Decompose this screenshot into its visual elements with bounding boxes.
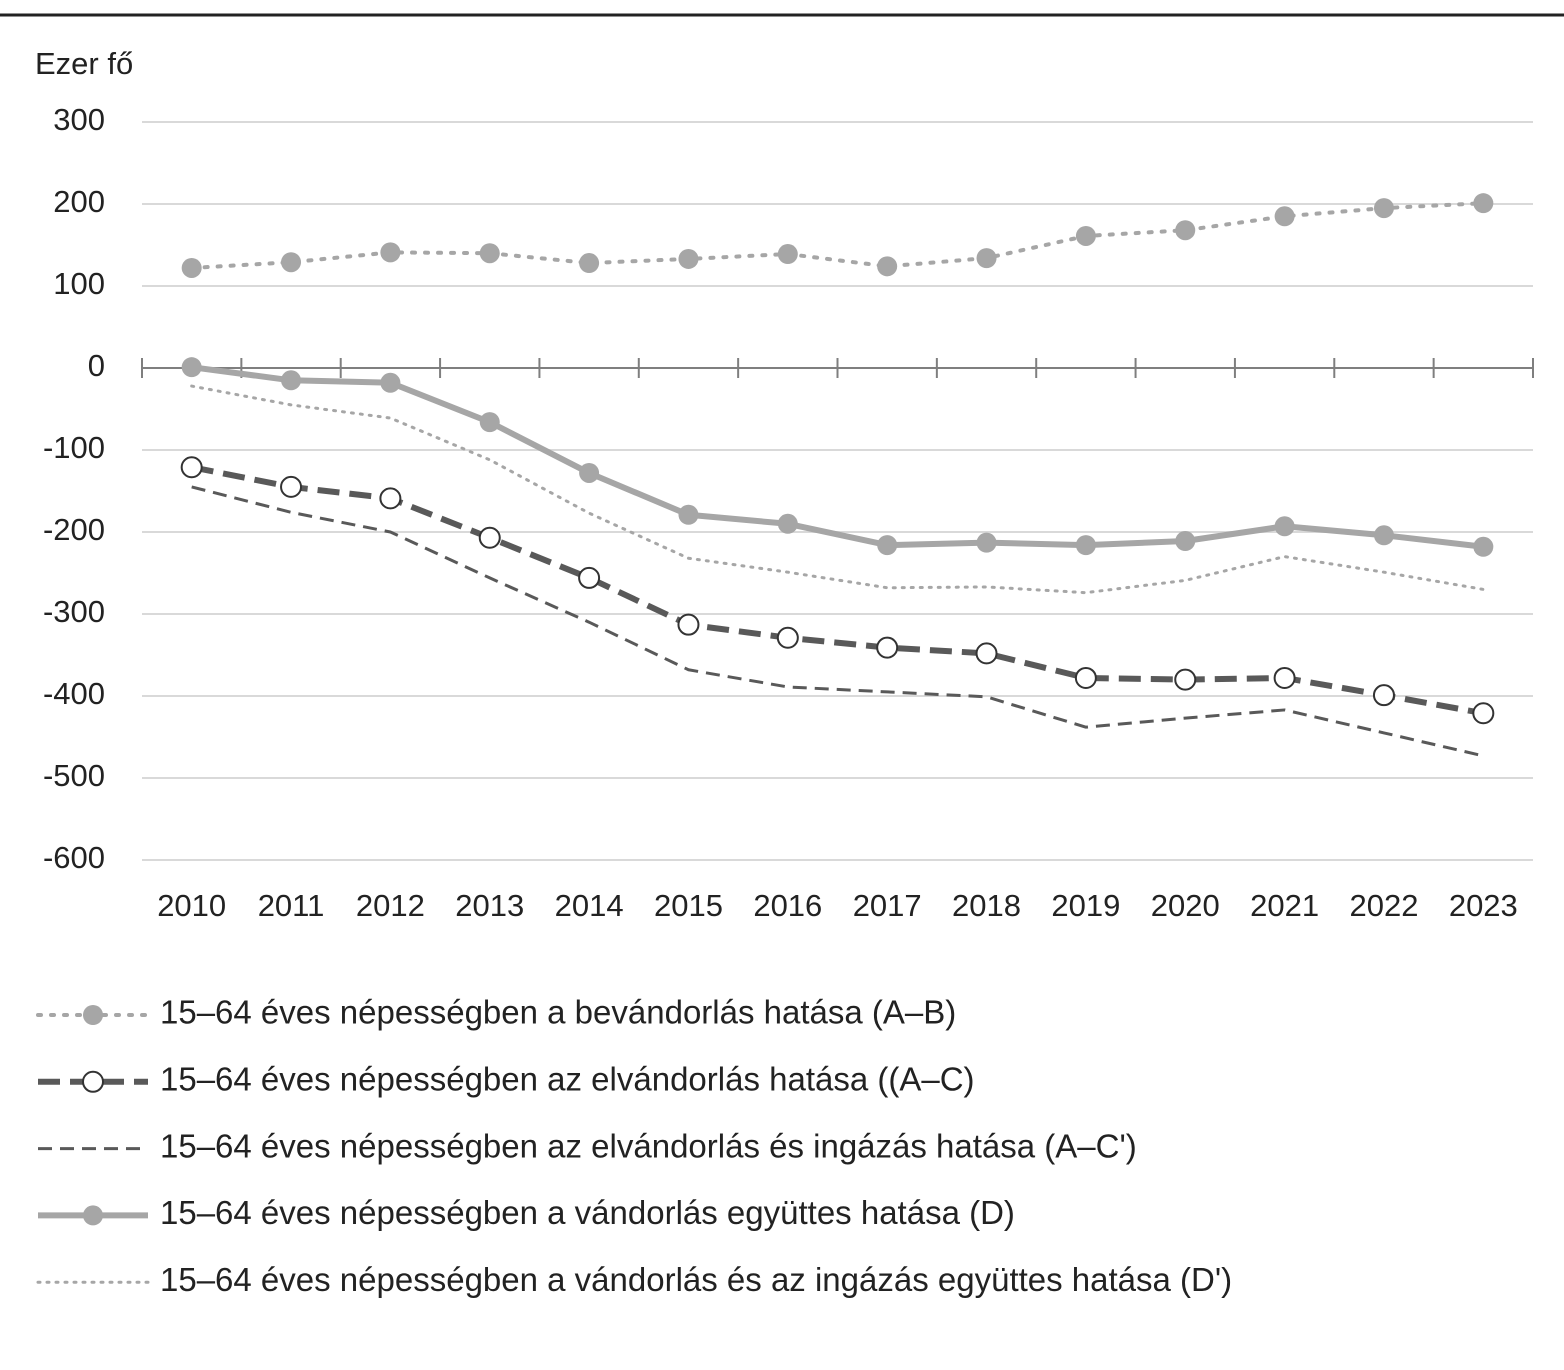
marker: [380, 242, 401, 263]
legend-label: 15–64 éves népességben a vándorlás együt…: [160, 1194, 1015, 1231]
marker: [1175, 220, 1196, 241]
marker: [777, 244, 798, 265]
marker: [280, 475, 303, 498]
marker: [579, 253, 600, 274]
series-line: [190, 384, 1485, 595]
marker: [1075, 535, 1096, 556]
legend-marker: [83, 1205, 103, 1226]
marker: [181, 257, 202, 278]
y-tick-label: -200: [43, 512, 105, 547]
marker: [1274, 516, 1295, 537]
marker: [1473, 536, 1494, 557]
marker: [578, 566, 601, 589]
x-tick-label: 2014: [555, 888, 624, 923]
y-tick-label: -400: [43, 676, 105, 711]
marker: [1174, 668, 1197, 691]
marker: [678, 248, 699, 269]
y-tick-label: -500: [43, 758, 105, 793]
legend-marker: [82, 1070, 104, 1093]
series-line: [191, 485, 1484, 758]
y-tick-label: 100: [53, 266, 105, 301]
legend-label: 15–64 éves népességben a vándorlás és az…: [160, 1261, 1232, 1298]
marker: [1273, 666, 1296, 689]
marker: [976, 532, 997, 553]
marker: [478, 526, 501, 549]
marker: [976, 248, 997, 269]
y-tick-label: -600: [43, 840, 105, 875]
legend-label: 15–64 éves népességben a bevándorlás hat…: [160, 994, 956, 1031]
legend-label: 15–64 éves népességben az elvándorlás ha…: [160, 1061, 975, 1098]
x-tick-label: 2017: [853, 888, 922, 923]
x-tick-label: 2010: [157, 888, 226, 923]
marker: [380, 372, 401, 393]
y-tick-label: -100: [43, 430, 105, 465]
marker: [1372, 684, 1395, 707]
marker: [579, 462, 600, 483]
marker: [1074, 666, 1097, 689]
marker: [776, 626, 799, 649]
x-tick-label: 2021: [1250, 888, 1319, 923]
x-tick-label: 2022: [1349, 888, 1418, 923]
x-tick-label: 2013: [455, 888, 524, 923]
x-tick-label: 2016: [753, 888, 822, 923]
x-tick-label: 2018: [952, 888, 1021, 923]
marker: [1473, 193, 1494, 214]
marker: [975, 642, 998, 665]
marker: [1373, 198, 1394, 219]
marker: [1175, 531, 1196, 552]
legend-label: 15–64 éves népességben az elvándorlás és…: [160, 1127, 1137, 1164]
marker: [1075, 225, 1096, 246]
y-tick-label: 300: [53, 102, 105, 137]
y-axis-label: Ezer fő: [35, 46, 133, 81]
legend-marker: [83, 1005, 103, 1025]
marker: [479, 412, 500, 433]
x-tick-label: 2012: [356, 888, 425, 923]
x-tick-label: 2019: [1051, 888, 1120, 923]
marker: [479, 243, 500, 264]
marker: [1274, 206, 1295, 227]
y-tick-label: 0: [88, 348, 105, 383]
y-tick-label: 200: [53, 184, 105, 219]
marker: [281, 370, 302, 391]
marker: [180, 456, 203, 479]
marker: [379, 487, 402, 510]
marker: [877, 256, 898, 277]
marker: [181, 357, 202, 378]
series-line: [189, 201, 1486, 270]
series-line: [191, 464, 1484, 717]
series-line: [191, 364, 1484, 550]
y-tick-label: -300: [43, 594, 105, 629]
x-tick-label: 2011: [258, 888, 325, 923]
marker: [777, 513, 798, 534]
marker: [677, 613, 700, 636]
x-tick-label: 2020: [1151, 888, 1220, 923]
x-tick-label: 2023: [1449, 888, 1518, 923]
marker: [877, 535, 898, 556]
marker: [876, 636, 899, 659]
marker: [1373, 525, 1394, 546]
marker: [678, 504, 699, 525]
x-tick-label: 2015: [654, 888, 723, 923]
marker: [1472, 702, 1495, 725]
marker: [281, 252, 302, 273]
